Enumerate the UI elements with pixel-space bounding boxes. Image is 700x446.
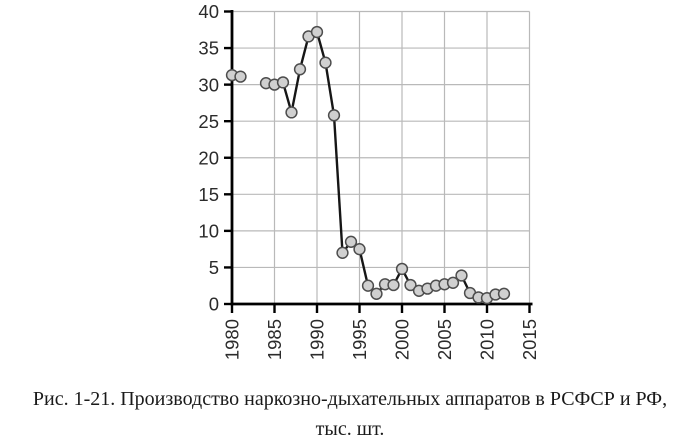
data-line [231,30,505,300]
data-point [276,76,290,89]
data-point [395,262,409,276]
production-line-chart: 0 5 10 15 20 25 30 35 40 1980 1985 1990 1995 2000 2005… [198,1,540,360]
data-point [319,56,332,69]
data-point [387,278,400,292]
data-point [404,278,417,292]
grid-layer [232,10,531,304]
y-tick-label: 15 [198,184,219,205]
y-tick-label: 0 [209,294,219,315]
x-tick-label: 2005 [434,319,455,360]
figure-caption-line2: тыс. шт. [315,418,385,440]
x-tick-label: 2010 [477,319,498,360]
y-tick-label: 5 [209,257,219,278]
data-point [285,106,298,119]
data-point [336,246,349,259]
data-point [361,279,375,292]
data-point [293,63,307,76]
x-tick-label: 1980 [222,319,243,360]
x-tick-label: 1985 [264,319,285,360]
y-tick-label: 20 [198,147,219,168]
x-tick-label: 1990 [307,319,328,360]
data-point [497,287,511,300]
data-point [370,287,383,300]
y-tick-label: 40 [198,1,219,22]
y-tick-label: 10 [198,221,219,242]
data-point [353,243,366,256]
data-point [327,109,341,122]
x-tick-label: 1995 [349,319,370,360]
figure-caption: Рис. 1-21. Производство наркозно-дыхател… [0,384,700,444]
data-point [310,25,324,39]
x-tick-label: 2000 [392,319,413,360]
y-tick-label: 30 [198,74,219,95]
x-tick-label: 2015 [519,319,540,360]
data-points-layer [225,25,511,305]
y-tick-label: 35 [198,38,219,59]
data-point [446,276,460,289]
data-point [234,70,247,83]
data-point [455,269,468,282]
data-point [344,235,358,248]
axis-layer: 0 5 10 15 20 25 30 35 40 1980 1985 1990 1995 2000 2005… [198,1,540,360]
figure-caption-line1: Рис. 1-21. Производство наркозно-дыхател… [32,388,668,410]
y-tick-label: 25 [198,111,219,132]
